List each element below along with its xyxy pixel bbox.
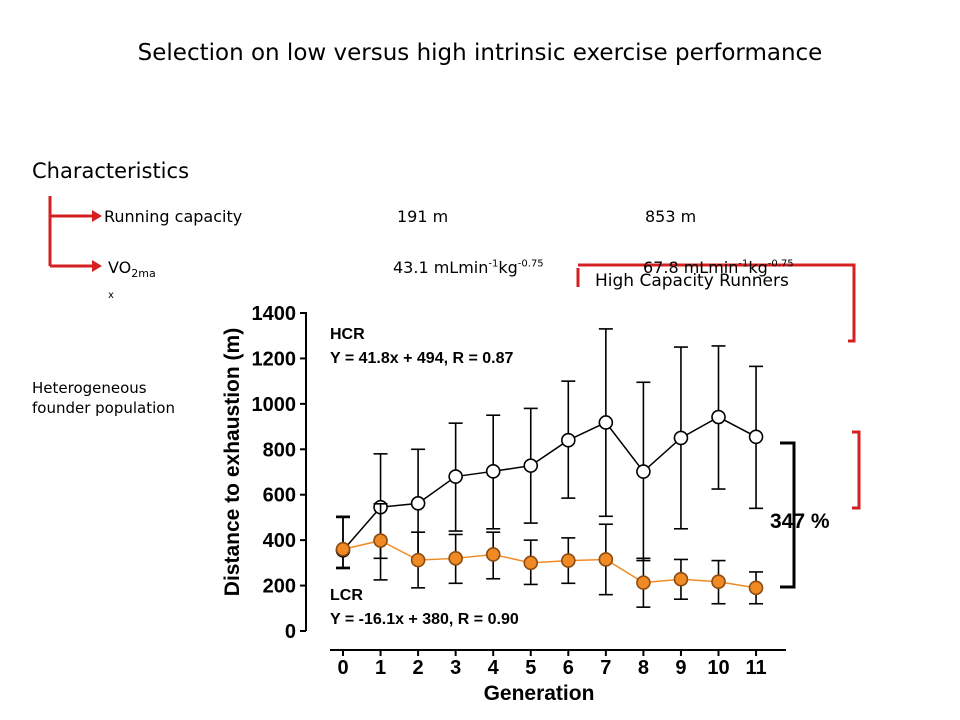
page-title: Selection on low versus high intrinsic e… [137,40,823,66]
x-tick-label: 9 [675,657,686,679]
data-point [485,464,501,479]
data-point [448,551,463,566]
hcr-series [335,328,764,569]
x-tick-label: 1 [375,657,386,679]
chart-labels: Generation Distance to exhaustion (m) HCR Y… [221,326,830,705]
hcr-equation: Y = 41.8x + 494, R = 0.87 [330,350,514,367]
series-line [342,416,757,551]
chart-axes [305,312,786,651]
characteristics-heading: Characteristics [32,159,190,183]
vo2max-label-main: VO [108,258,132,277]
x-tick-label: 0 [337,657,348,679]
running-capacity-label: Running capacity [104,207,243,226]
y-tick-label: 1200 [252,348,297,370]
y-tick-label: 0 [285,621,296,643]
y-tick-label: 800 [263,439,296,461]
lcr-series [335,502,764,608]
vo2max-label-wrap: x [108,290,114,301]
y-tick-label: 1000 [252,394,297,416]
x-tick-label: 2 [413,657,424,679]
vo2max-low-sup1: -1 [488,258,499,270]
x-tick-label: 7 [600,657,611,679]
data-point [748,580,764,596]
x-axis-title: Generation [484,682,595,705]
data-point [523,458,539,473]
data-point [748,429,764,445]
data-point [373,533,388,548]
data-point [410,496,426,511]
x-tick-label: 5 [525,657,536,679]
data-point [711,574,726,590]
difference-annotation: 347 % [770,510,830,533]
difference-bracket [780,441,796,589]
x-tick-label: 8 [638,657,649,679]
vo2max-low-sup2: -0.75 [517,258,544,270]
data-point [523,555,539,571]
y-tick-label: 1400 [252,303,297,325]
running-capacity-high-value: 853 m [645,207,697,226]
running-capacity-low-value: 191 m [397,207,449,226]
founder-line-1: Heterogeneous [32,379,147,397]
lcr-equation: Y = -16.1x + 380, R = 0.90 [330,611,519,628]
y-tick-label: 400 [263,530,296,552]
bracket-line-red [48,196,92,268]
data-point [560,432,576,448]
data-point [335,541,351,557]
data-point [711,409,726,425]
x-tick-label: 4 [488,657,500,679]
data-point [673,430,689,446]
data-point [410,552,426,568]
vo2max-low-main: 43.1 mLmin [393,258,489,277]
x-tick-label: 10 [707,657,729,679]
high-capacity-runners-title: High Capacity Runners [595,271,789,291]
chart-ticks: 0 200 400 600 800 1000 1200 1400 0 1 2 3 4 5 6 7 8 9 10 11 [252,303,767,679]
y-tick-label: 200 [263,576,296,598]
vo2max-high-value: 67.8 mLmin-1kg-0.75 [643,258,794,277]
right-red-bracket [852,430,861,510]
vo2max-low-mid: kg [498,258,518,277]
arrow-head-vo2 [92,260,102,272]
data-point [636,575,651,590]
data-point [598,415,614,430]
vo2max-high-main: 67.8 mLmin [643,258,739,277]
hcr-series-name: HCR [330,326,365,343]
vo2max-label: VO2ma [108,258,156,280]
data-point [598,552,614,567]
founder-line-2: founder population [32,399,175,417]
arrow-head-running [92,210,102,222]
vo2max-high-sup2: -0.75 [767,258,794,270]
data-point [673,571,689,587]
y-axis-title: Distance to exhaustion (m) [221,328,244,596]
vo2max-label-sub: 2ma [131,267,156,281]
data-point [448,469,463,484]
x-tick-label: 11 [745,657,766,679]
vo2max-high-sup1: -1 [738,258,749,270]
lcr-series-name: LCR [330,587,363,604]
vo2max-low-value: 43.1 mLmin-1kg-0.75 [393,258,544,277]
x-tick-label: 3 [450,657,461,679]
data-point [485,547,501,562]
x-tick-label: 6 [563,657,574,679]
y-tick-label: 600 [263,485,296,507]
series-line [342,539,757,589]
data-point [636,464,651,479]
founder-population-label: Heterogeneous founder population [32,378,175,418]
high-group-bracket [576,263,856,343]
vo2max-high-mid: kg [748,258,768,277]
data-point [560,553,576,568]
